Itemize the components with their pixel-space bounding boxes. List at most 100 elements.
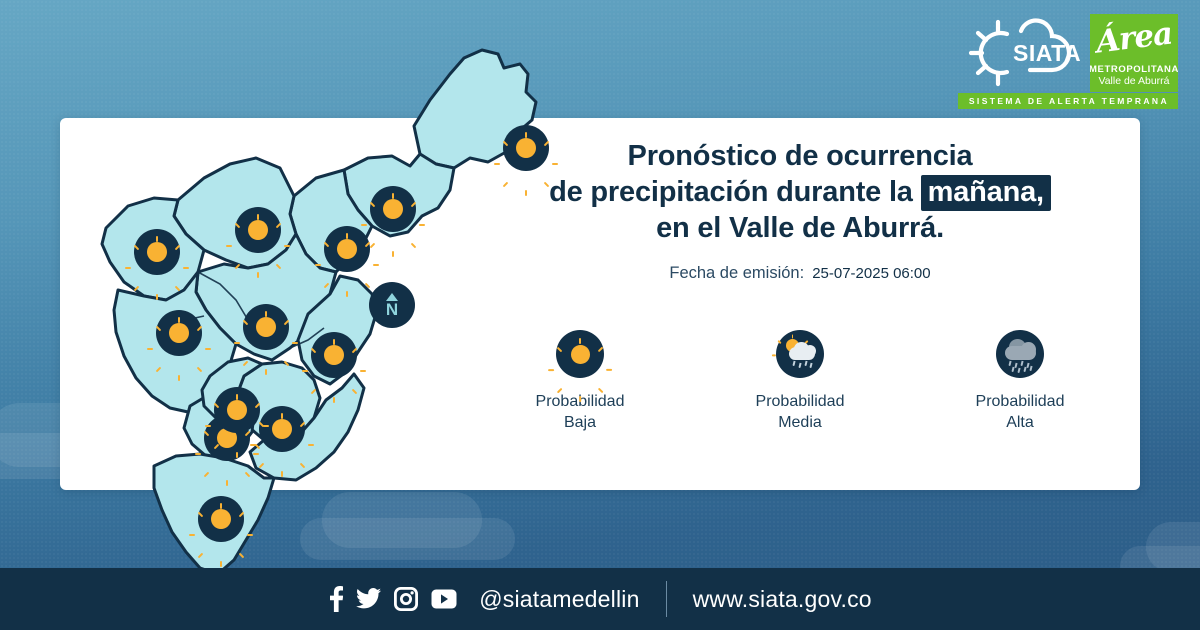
sun-ray [346,233,348,239]
sun-ray [247,534,253,536]
area-script-text: Área [1093,15,1175,61]
sun-ray [234,222,241,229]
map-marker-don-matias[interactable] [125,229,189,300]
sun-ray [265,369,267,375]
sun-ray [323,241,330,248]
sun-ray [178,317,180,323]
map-marker-girardota[interactable] [361,186,425,257]
footer-divider [665,581,667,617]
area-metropolitana-logo: Área METROPOLITANA Valle de Aburrá [1090,14,1178,92]
youtube-icon[interactable] [431,589,457,609]
sun-ray [351,347,358,354]
rain-drop [1011,366,1015,373]
social-handle[interactable]: @siatamedellin [479,585,640,612]
legend-item-baja: Probabilidad Baja [485,330,675,433]
social-icons [328,586,457,612]
map-marker-barbosa[interactable] [494,125,558,196]
sun-ray [392,251,394,257]
emission-date-value: 25-07-2025 06:00 [812,265,931,282]
sun-ray [156,236,158,242]
sun-ray [220,503,222,509]
page-title: Pronóstico de ocurrencia de precipitació… [470,138,1130,246]
sun-ray [299,421,306,428]
sun-ray [234,342,240,344]
sun-ray [292,342,298,344]
legend-baja-line2: Baja [563,414,597,431]
sun-ray [302,370,308,372]
sun-ray [183,267,189,269]
sun-disc [256,317,276,337]
legend-item-alta: Probabilidad Alta [925,330,1115,433]
emission-date-label: Fecha de emisión: [669,264,805,282]
siata-logo: SIATA [960,14,1080,92]
sun-ray [281,471,283,477]
footer-bar: @siatamedellin www.siata.gov.co [0,568,1200,630]
sun-ray [197,511,204,518]
map-marker-bello[interactable] [234,304,298,375]
sun-ray [213,402,220,409]
sun-disc [383,199,403,219]
map-marker-san-pedro[interactable] [226,207,290,278]
sun-disc [217,428,237,448]
map-marker-copacabana[interactable] [315,226,379,297]
sun-disc [227,400,247,420]
rain-drop [798,362,802,369]
rain-drop [1023,366,1027,373]
sun-ray [333,397,335,403]
sun-ray [125,267,131,269]
instagram-icon[interactable] [394,587,419,611]
sun-ray [195,453,201,455]
rain-drop [809,362,813,369]
valle-de-aburra-map[interactable]: N [58,28,558,576]
rain-drop [1029,365,1033,372]
sun-ray [346,291,348,297]
map-marker-caldas[interactable] [189,496,253,567]
facebook-icon[interactable] [328,586,344,612]
sun-ray [155,325,162,332]
sun-ray [265,311,267,317]
sun-icon [548,330,612,402]
emission-date: Fecha de emisión: 25-07-2025 06:00 [470,264,1130,283]
cloud-bump-2 [1021,342,1036,357]
sun-disc [169,323,189,343]
sun-disc [516,138,536,158]
legend-label-media: Probabilidad Media [705,391,895,433]
sun-ray [284,245,290,247]
sun-ray [308,444,314,446]
rain-drop [804,360,808,367]
sun-cloud-icon: SIATA [968,18,1080,87]
sun-ray [410,201,417,208]
website-url[interactable]: www.siata.gov.co [692,585,872,612]
sun-ray [263,425,269,427]
sun-ray [333,339,335,345]
sun-ray [226,245,232,247]
municipality-south-mass [248,372,366,482]
cloud-bump-2 [804,345,816,357]
sun-ray [419,224,425,226]
map-marker-medellin[interactable] [147,310,211,381]
twitter-icon[interactable] [356,586,382,612]
headline-line-1: Pronóstico de ocurrencia [627,140,973,172]
sun-ray [310,347,317,354]
sun-ray [196,325,203,332]
sun-ray [174,244,181,251]
legend-media-line1: Probabilidad [755,393,845,410]
sun-ray [283,319,290,326]
legend-item-media: Probabilidad Media [705,330,895,433]
map-marker-envigado[interactable] [302,332,366,403]
map-marker-la-estrella[interactable] [205,387,269,458]
siata-wordmark: SIATA [1013,40,1080,66]
rain-drop [1017,367,1021,374]
probability-legend: Probabilidad Baja Probabilidad Media [470,330,1130,433]
map-marker-itagui[interactable] [250,406,314,477]
sun-ray [205,425,211,427]
north-compass: N [369,282,415,328]
headline-line-3: en el Valle de Aburrá. [656,212,944,244]
sun-ray [242,319,249,326]
sun-ray [257,214,259,220]
sun-ray [281,413,283,419]
sun-disc [324,345,344,365]
compass-arrow-icon [386,292,398,301]
legend-media-line2: Media [778,414,822,431]
rain-drop [1014,362,1018,369]
